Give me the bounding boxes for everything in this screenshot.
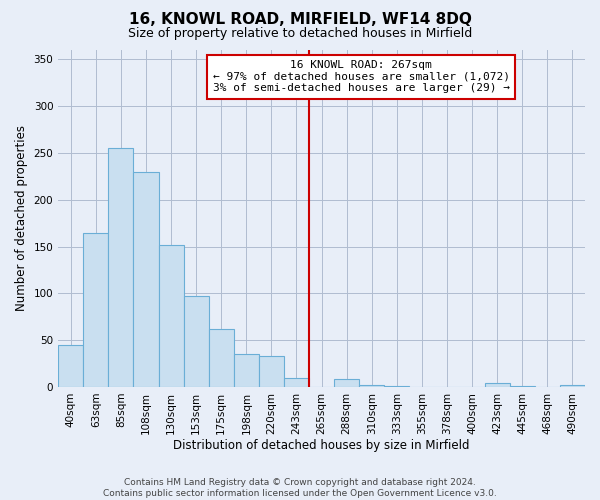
Bar <box>385 386 409 387</box>
X-axis label: Distribution of detached houses by size in Mirfield: Distribution of detached houses by size … <box>173 440 470 452</box>
Bar <box>209 329 234 387</box>
Text: 16 KNOWL ROAD: 267sqm
← 97% of detached houses are smaller (1,072)
3% of semi-de: 16 KNOWL ROAD: 267sqm ← 97% of detached … <box>212 60 509 94</box>
Bar <box>58 345 83 387</box>
Bar <box>560 385 585 387</box>
Bar <box>334 380 359 387</box>
Bar <box>234 354 259 387</box>
Text: Contains HM Land Registry data © Crown copyright and database right 2024.
Contai: Contains HM Land Registry data © Crown c… <box>103 478 497 498</box>
Bar <box>109 148 133 387</box>
Bar <box>83 232 109 387</box>
Text: Size of property relative to detached houses in Mirfield: Size of property relative to detached ho… <box>128 28 472 40</box>
Bar <box>184 296 209 387</box>
Bar <box>485 383 510 387</box>
Bar <box>359 385 385 387</box>
Y-axis label: Number of detached properties: Number of detached properties <box>15 126 28 312</box>
Bar <box>158 244 184 387</box>
Bar <box>510 386 535 387</box>
Bar <box>284 378 309 387</box>
Text: 16, KNOWL ROAD, MIRFIELD, WF14 8DQ: 16, KNOWL ROAD, MIRFIELD, WF14 8DQ <box>128 12 472 28</box>
Bar <box>133 172 158 387</box>
Bar <box>259 356 284 387</box>
